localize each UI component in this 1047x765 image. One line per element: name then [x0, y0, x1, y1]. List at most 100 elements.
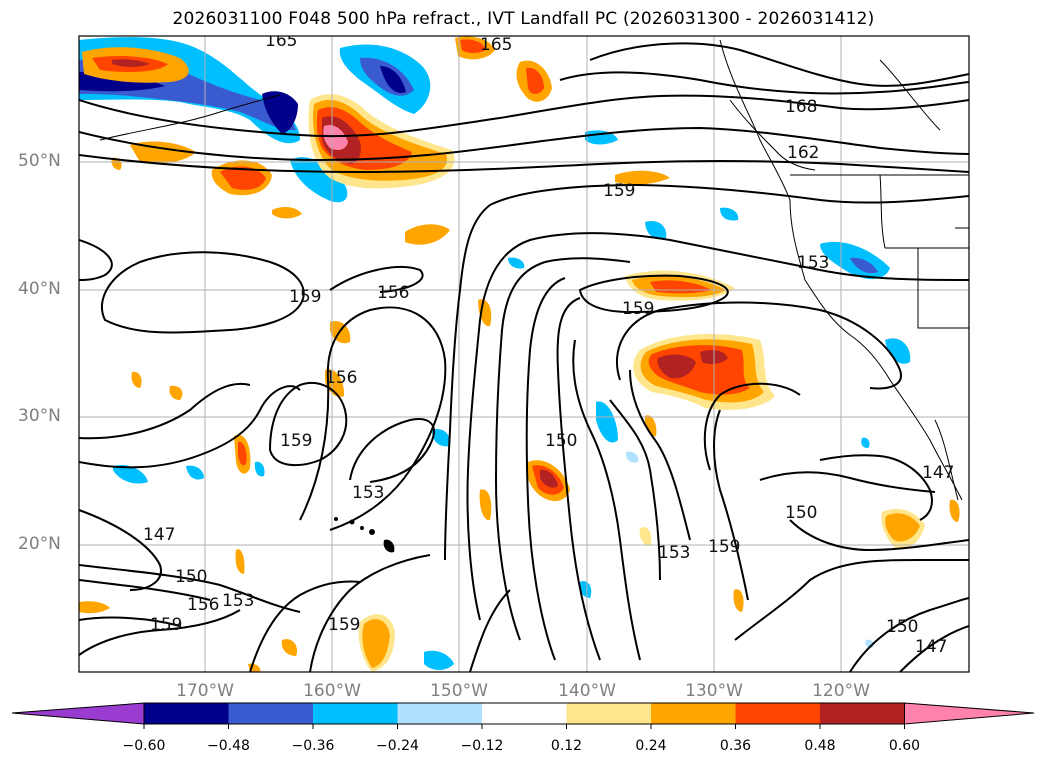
lon-label: 130°W — [685, 681, 743, 701]
contour-label: 159 — [603, 181, 635, 201]
positive-anomaly-patch — [639, 527, 652, 546]
lon-label: 170°W — [176, 681, 234, 701]
contour-label: 165 — [265, 31, 297, 51]
lat-label: 40°N — [18, 279, 61, 299]
map-title: 2026031100 F048 500 hPa refract., IVT La… — [172, 9, 875, 29]
colorbar-tick-label: −0.48 — [207, 738, 250, 754]
contour-label: 159 — [280, 431, 312, 451]
lat-label: 20°N — [18, 534, 61, 554]
negative-anomaly-patch — [254, 461, 265, 477]
contour-label: 147 — [922, 463, 954, 483]
negative-anomaly-patch — [626, 451, 639, 463]
colorbar-swatch — [397, 703, 482, 724]
lat-label: 30°N — [18, 406, 61, 426]
positive-anomaly-patch — [281, 639, 298, 656]
lat-label: 50°N — [18, 151, 61, 171]
positive-anomaly-patch — [111, 157, 122, 170]
positive-anomaly-patch — [79, 601, 110, 614]
negative-anomaly-patch — [596, 401, 618, 443]
positive-anomaly-patch — [733, 589, 744, 612]
colorbar-low-extension — [11, 702, 145, 725]
colorbar-tick-label: −0.24 — [376, 738, 419, 754]
colorbar-swatch — [651, 703, 736, 724]
positive-anomaly-patch — [238, 441, 247, 466]
contour-label: 159 — [150, 615, 182, 635]
lon-label: 150°W — [430, 681, 488, 701]
contour-label: 147 — [915, 637, 947, 657]
positive-anomaly-patch — [130, 141, 196, 164]
contour-label: 159 — [289, 287, 321, 307]
contour-label: 159 — [708, 537, 740, 557]
negative-anomaly-patch — [579, 581, 592, 598]
negative-anomaly-patch — [432, 428, 451, 447]
negative-anomaly-patch — [861, 437, 870, 448]
colorbar-tick-label: −0.36 — [291, 738, 335, 754]
negative-anomaly-patch — [113, 464, 148, 484]
colorbar-tick-label: 0.36 — [719, 738, 752, 754]
map-panel: 165 165 168 162 159 153 159 156 159 156 … — [79, 31, 969, 672]
colorbar-swatch — [482, 703, 567, 724]
lon-label: 160°W — [303, 681, 361, 701]
hawaii-islands — [334, 517, 395, 553]
colorbar-swatch — [820, 703, 905, 724]
colorbar-tick-label: −0.12 — [460, 738, 504, 754]
positive-anomaly-patch — [272, 207, 302, 219]
positive-anomaly-patch — [540, 469, 558, 488]
height-contours — [79, 42, 969, 672]
contour-label: 153 — [797, 253, 829, 273]
negative-anomaly-patch — [380, 66, 406, 93]
positive-anomaly-patch — [323, 124, 348, 150]
contour-label: 153 — [222, 591, 254, 611]
positive-anomaly-patch — [615, 170, 670, 185]
colorbar-swatch — [735, 703, 820, 724]
contour-label: 159 — [622, 299, 654, 319]
colorbar-tick-label: −0.60 — [122, 738, 166, 754]
colorbar — [11, 702, 1035, 729]
colorbar-tick-label: 0.12 — [550, 738, 583, 754]
positive-anomaly-patch — [460, 39, 486, 53]
contour-label: 156 — [187, 595, 219, 615]
colorbar-swatch — [144, 703, 229, 724]
positive-anomaly-patch — [526, 67, 544, 94]
positive-anomaly-patch — [325, 369, 345, 397]
contour-label: 159 — [328, 615, 360, 635]
contour-label: 150 — [886, 617, 918, 637]
positive-anomaly-patch — [405, 224, 450, 245]
contour-label: 150 — [785, 503, 817, 523]
contour-label: 165 — [480, 35, 512, 55]
positive-anomaly-patch — [362, 619, 390, 668]
negative-anomaly-patch — [850, 257, 878, 274]
negative-anomaly-patch — [186, 465, 204, 480]
negative-anomaly-patch — [424, 650, 454, 670]
contour-label: 162 — [787, 143, 819, 163]
positive-anomaly-patch — [235, 549, 245, 574]
colorbar-swatch — [313, 703, 398, 724]
contour-label: 168 — [785, 97, 817, 117]
contour-label: 156 — [325, 368, 357, 388]
contour-label: 150 — [175, 567, 207, 587]
negative-anomaly-patch — [508, 257, 525, 269]
positive-anomaly-patch — [131, 371, 142, 388]
negative-anomaly-patch — [645, 220, 667, 240]
negative-anomaly-patch — [262, 91, 298, 134]
lon-label: 140°W — [558, 681, 616, 701]
positive-anomaly-patch — [885, 513, 920, 542]
negative-anomaly-patch — [885, 338, 911, 364]
negative-anomaly-patch — [290, 157, 348, 203]
positive-anomaly-patch — [479, 489, 492, 521]
colorbar-tick-label: 0.24 — [635, 738, 667, 754]
contour-label: 156 — [377, 283, 409, 303]
lon-label: 120°W — [812, 681, 870, 701]
positive-anomaly-patch — [112, 59, 150, 67]
coastlines — [99, 39, 969, 501]
positive-anomaly-patch — [657, 354, 696, 379]
contour-label: 153 — [352, 483, 384, 503]
contour-label: 153 — [658, 543, 690, 563]
contour-label: 150 — [545, 431, 577, 451]
positive-anomaly-patch — [949, 499, 960, 522]
colorbar-swatch — [228, 703, 313, 724]
colorbar-high-extension — [904, 702, 1035, 725]
contour-label: 147 — [143, 525, 175, 545]
map-frame — [78, 35, 970, 673]
